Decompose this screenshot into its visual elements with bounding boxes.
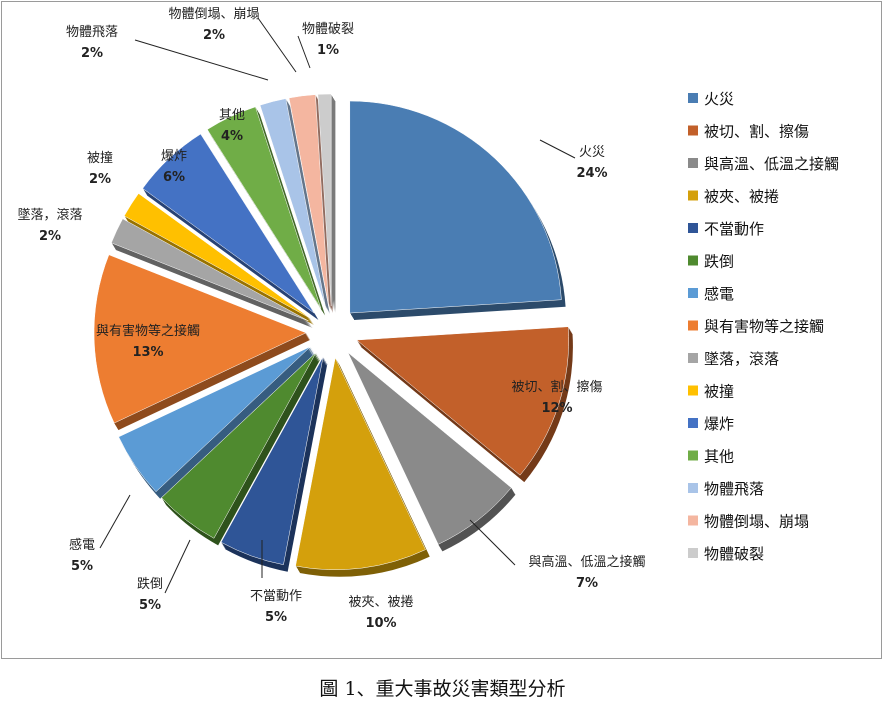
leader-line xyxy=(257,17,297,73)
pie-slice-9 xyxy=(111,218,309,322)
pie-slice-14 xyxy=(288,94,329,307)
slice-value-label: 7% xyxy=(576,576,598,591)
pie-slice-10 xyxy=(123,193,311,319)
slice-value-label: 4% xyxy=(221,129,243,144)
leader-line xyxy=(297,35,311,69)
slice-label: 不當動作 xyxy=(250,589,302,604)
slice-value-label: 1% xyxy=(317,43,339,58)
leader-line xyxy=(469,519,516,566)
pie-slice-4 xyxy=(295,356,426,571)
legend-entry: 物體倒塌、崩塌 xyxy=(704,513,809,531)
legend-swatch xyxy=(688,483,698,493)
legend-swatch xyxy=(688,450,698,461)
slice-label: 與高溫、低溫之接觸 xyxy=(528,554,645,570)
slice-value-label: 5% xyxy=(265,610,287,625)
legend-entry: 其他 xyxy=(704,448,734,466)
slice-label: 跌倒 xyxy=(137,576,163,592)
slice-label: 與有害物等之接觸 xyxy=(96,323,200,339)
legend-swatch xyxy=(688,548,698,558)
legend-entry: 火災 xyxy=(704,90,734,108)
slice-label: 墜落，滾落 xyxy=(17,207,82,223)
legend-entry: 不當動作 xyxy=(704,220,764,238)
pie-slice-11 xyxy=(142,133,315,314)
slice-label: 物體倒塌、崩塌 xyxy=(168,7,259,22)
legend-entry: 感電 xyxy=(704,285,734,303)
legend-entry: 跌倒 xyxy=(704,253,734,271)
legend-entry: 墜落，滾落 xyxy=(704,350,779,368)
pie-slice-7 xyxy=(118,346,311,493)
slice-value-label: 5% xyxy=(71,559,93,574)
legend-swatch xyxy=(688,190,698,201)
slice-value-label: 10% xyxy=(365,616,396,631)
leader-line xyxy=(539,139,576,159)
slice-label: 被夾、被捲 xyxy=(348,595,413,610)
legend-swatch xyxy=(688,255,698,266)
slice-value-label: 6% xyxy=(163,170,185,185)
pie-slice-8 xyxy=(93,254,307,424)
legend-swatch xyxy=(688,223,698,233)
pie-slice-13 xyxy=(259,98,326,307)
leader-line xyxy=(134,39,269,81)
legend-entry: 被夾、被捲 xyxy=(704,188,779,206)
legend-entry: 與有害物等之接觸 xyxy=(704,318,824,336)
leader-line xyxy=(164,539,191,594)
leader-line xyxy=(99,494,131,549)
legend-entry: 爆炸 xyxy=(704,415,734,433)
pie-slice-1 xyxy=(349,100,562,314)
legend-swatch xyxy=(688,158,698,168)
slice-label: 其他 xyxy=(219,108,245,123)
slice-label: 物體破裂 xyxy=(302,22,354,37)
slice-label: 爆炸 xyxy=(161,149,187,164)
slice-value-label: 2% xyxy=(89,172,111,187)
slice-value-label: 2% xyxy=(81,46,103,61)
legend-entry: 物體破裂 xyxy=(704,545,764,563)
pie-slice-5 xyxy=(220,356,324,566)
figure-caption: 圖 1、重大事故災害類型分析 xyxy=(319,678,566,700)
slice-value-label: 13% xyxy=(132,345,163,360)
legend-entry: 被撞 xyxy=(704,383,734,401)
slice-value-label: 2% xyxy=(203,28,225,43)
legend-entry: 物體飛落 xyxy=(704,480,764,498)
legend-swatch xyxy=(688,125,698,136)
slice-value-label: 24% xyxy=(576,166,607,181)
legend-swatch xyxy=(688,385,698,396)
legend-swatch xyxy=(688,93,698,103)
legend-swatch xyxy=(688,418,698,428)
legend-entry: 被切、割、擦傷 xyxy=(704,123,809,141)
slice-label: 被撞 xyxy=(87,151,113,166)
pie-slice-2 xyxy=(356,326,569,476)
slice-label: 感電 xyxy=(69,537,95,553)
pie-slice-3 xyxy=(347,352,512,545)
slice-value-label: 12% xyxy=(541,401,572,416)
legend-swatch xyxy=(688,353,698,363)
slice-label: 物體飛落 xyxy=(66,25,118,40)
pie-slice-15 xyxy=(317,93,332,307)
legend-swatch xyxy=(688,320,698,331)
pie-chart: 火災24%火災被切、割、擦傷12%被切、割、擦傷與高溫、低溫之接觸7%與高溫、低… xyxy=(17,7,839,631)
legend-swatch xyxy=(688,515,698,526)
slice-value-label: 2% xyxy=(39,229,61,244)
slice-label: 被切、割、擦傷 xyxy=(511,379,602,395)
slice-value-label: 5% xyxy=(139,598,161,613)
legend-entry: 與高溫、低溫之接觸 xyxy=(704,155,839,173)
legend-swatch xyxy=(688,288,698,298)
pie-slice-6 xyxy=(161,352,317,539)
pie-slice-12 xyxy=(206,106,322,309)
slice-label: 火災 xyxy=(579,145,605,160)
